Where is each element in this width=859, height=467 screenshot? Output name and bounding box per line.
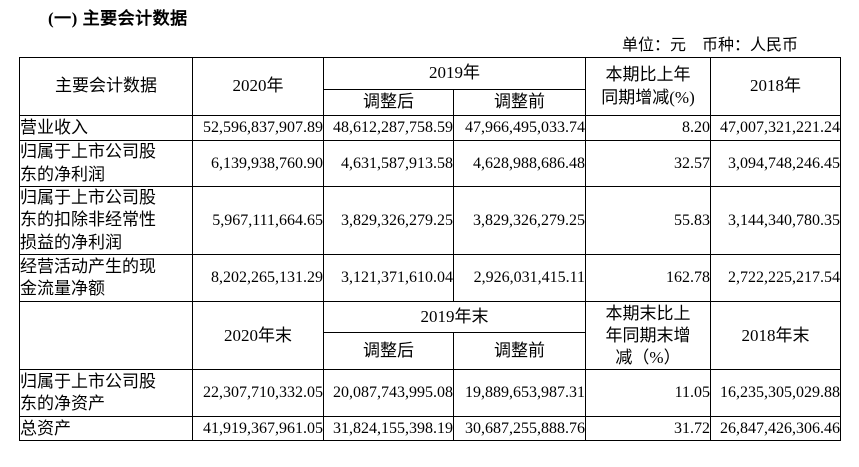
value-2018: 47,007,321,221.24 (710, 115, 841, 141)
header-adjusted-before: 调整前 (453, 332, 586, 371)
value-2020: 6,139,938,760.90 (192, 140, 324, 187)
header-end-2019: 2019年末 (323, 301, 586, 334)
table-row-total-assets: 总资产 41,919,367,961.05 31,824,155,398.19 … (19, 416, 841, 442)
table-row-operating-cash-flow: 经营活动产生的现 金流量净额 8,202,265,131.29 3,121,37… (19, 254, 841, 303)
row-label: 经营活动产生的现 金流量净额 (19, 254, 193, 303)
value-2019-original: 47,966,495,033.74 (453, 115, 586, 141)
value-2018: 3,144,340,780.35 (710, 185, 841, 256)
main-accounting-data-table: 主要会计数据 2020年 2019年 本期比上年 同期增减(%) 2018年 调… (19, 57, 841, 442)
table-row-net-assets: 归属于上市公司股 东的净资产 22,307,710,332.05 20,087,… (19, 369, 841, 418)
row-label: 总资产 (19, 416, 193, 442)
value-2019-original: 19,889,653,987.31 (453, 369, 586, 418)
value-2019-adjusted: 20,087,743,995.08 (323, 369, 454, 418)
header-main-accounting-data: 主要会计数据 (19, 57, 193, 116)
header-year-2020: 2020年 (192, 57, 324, 116)
value-2020: 52,596,837,907.89 (192, 115, 324, 141)
value-2018: 2,722,225,217.54 (710, 254, 841, 303)
header-adjusted-before: 调整前 (453, 89, 586, 116)
header-yoy-change-pct: 本期比上年 同期增减(%) (585, 57, 711, 116)
value-2018: 16,235,305,029.88 (710, 369, 841, 418)
row-label: 归属于上市公司股 东的净利润 (19, 140, 193, 187)
row-label: 归属于上市公司股 东的扣除非经常性 损益的净利润 (19, 185, 193, 256)
section-title: (一) 主要会计数据 (48, 9, 188, 28)
header-adjusted-after: 调整后 (323, 89, 454, 116)
header-end-2020: 2020年末 (192, 301, 324, 371)
header-blank (19, 301, 193, 371)
value-2020: 8,202,265,131.29 (192, 254, 324, 303)
value-2019-adjusted: 31,824,155,398.19 (323, 416, 454, 442)
row-label: 营业收入 (19, 115, 193, 141)
header-end-change-pct: 本期末比上 年同期末增 减（%） (585, 301, 711, 371)
value-2019-adjusted: 48,612,287,758.59 (323, 115, 454, 141)
value-2019-adjusted: 4,631,587,913.58 (323, 140, 454, 187)
value-2019-original: 3,829,326,279.25 (453, 185, 586, 256)
value-2019-original: 2,926,031,415.11 (453, 254, 586, 303)
value-change-pct: 32.57 (585, 140, 711, 187)
value-2020: 22,307,710,332.05 (192, 369, 324, 418)
value-change-pct: 162.78 (585, 254, 711, 303)
value-2020: 5,967,111,664.65 (192, 185, 324, 256)
header-year-2018: 2018年 (710, 57, 841, 116)
unit-currency-note: 单位：元 币种：人民币 (621, 37, 798, 54)
value-change-pct: 55.83 (585, 185, 711, 256)
value-change-pct: 8.20 (585, 115, 711, 141)
value-2019-adjusted: 3,829,326,279.25 (323, 185, 454, 256)
header-end-2018: 2018年末 (710, 301, 841, 371)
value-2019-adjusted: 3,121,371,610.04 (323, 254, 454, 303)
row-label: 归属于上市公司股 东的净资产 (19, 369, 193, 418)
value-2018: 26,847,426,306.46 (710, 416, 841, 442)
header-year-2019: 2019年 (323, 57, 586, 90)
header-adjusted-after: 调整后 (323, 332, 454, 371)
value-2020: 41,919,367,961.05 (192, 416, 324, 442)
value-2018: 3,094,748,246.45 (710, 140, 841, 187)
table-row-revenue: 营业收入 52,596,837,907.89 48,612,287,758.59… (19, 115, 841, 141)
value-2019-original: 30,687,255,888.76 (453, 416, 586, 442)
value-change-pct: 11.05 (585, 369, 711, 418)
value-change-pct: 31.72 (585, 416, 711, 442)
table-row-net-profit-excl-nonrecurring: 归属于上市公司股 东的扣除非经常性 损益的净利润 5,967,111,664.6… (19, 185, 841, 256)
table-row-net-profit: 归属于上市公司股 东的净利润 6,139,938,760.90 4,631,58… (19, 140, 841, 187)
value-2019-original: 4,628,988,686.48 (453, 140, 586, 187)
